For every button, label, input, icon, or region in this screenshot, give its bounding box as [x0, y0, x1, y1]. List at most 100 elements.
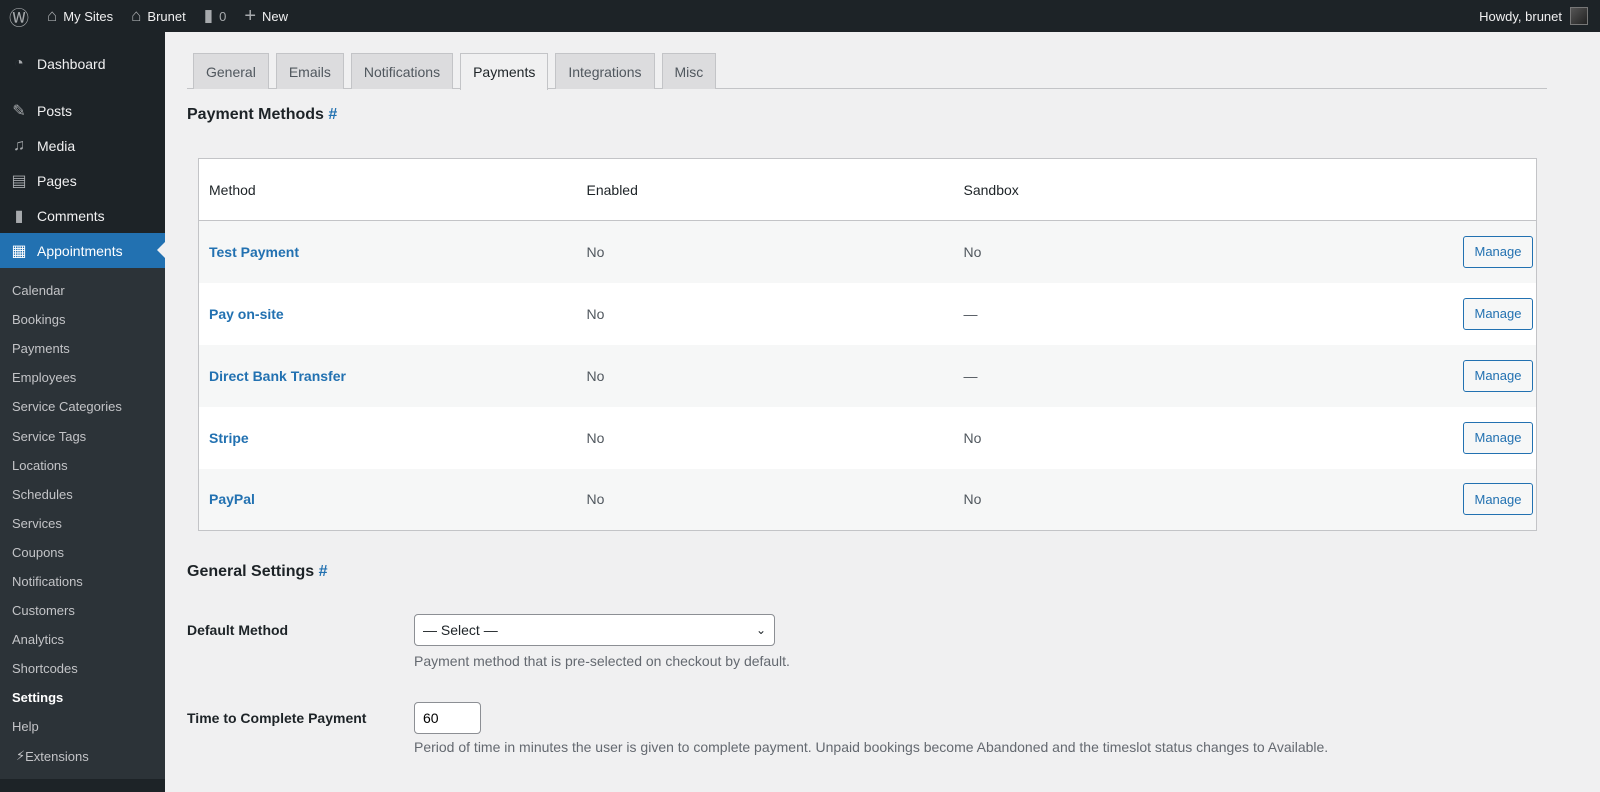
default-method-label: Default Method: [187, 622, 289, 638]
table-row: Direct Bank Transfer No — Manage: [198, 344, 1537, 407]
submenu-item-settings[interactable]: Settings: [0, 683, 165, 712]
submenu-item-locations[interactable]: Locations: [0, 451, 165, 480]
label: Analytics: [12, 632, 65, 648]
method-link[interactable]: Pay on-site: [209, 305, 284, 322]
actions-cell: Manage: [1330, 220, 1537, 283]
label: Locations: [12, 457, 68, 473]
submenu-item-notifications[interactable]: Notifications: [0, 567, 165, 596]
method-link[interactable]: Stripe: [209, 429, 249, 446]
sidebar-item-dashboard[interactable]: ◔ Dashboard: [0, 46, 165, 81]
comments-link[interactable]: ▮ 0: [195, 0, 236, 32]
my-sites-label: My Sites: [63, 8, 114, 24]
submenu-item-service-categories[interactable]: Service Categories: [0, 392, 165, 421]
sidebar-item-media[interactable]: ♫ Media: [0, 128, 165, 163]
manage-button[interactable]: Manage: [1462, 235, 1534, 268]
sidebar: ◔ Dashboard ✎ Posts ♫ Media ▤ Pages ▮ Comment…: [0, 32, 165, 792]
table-row: Stripe No No Manage: [199, 407, 1537, 469]
submenu-item-schedules[interactable]: Schedules: [0, 480, 165, 509]
wordpress-logo[interactable]: Ⓦ: [0, 0, 38, 32]
label: Posts: [37, 102, 73, 119]
column-header-sandbox: Sandbox: [953, 158, 1331, 221]
sidebar-item-comments[interactable]: ▮ Comments: [0, 198, 165, 233]
chevron-down-icon: ⌄: [755, 623, 766, 637]
submenu-item-payments[interactable]: Payments: [0, 334, 165, 363]
submenu-item-coupons[interactable]: Coupons: [0, 538, 165, 567]
actions-cell: Manage: [1331, 407, 1537, 469]
actions-cell: Manage: [1331, 283, 1537, 345]
sandbox-cell: —: [963, 305, 978, 322]
label: Employees: [12, 370, 77, 386]
submenu-item-services[interactable]: Services: [0, 509, 165, 538]
label: Services: [12, 515, 62, 531]
method-cell: Pay on-site: [199, 283, 577, 345]
tab-emails[interactable]: Emails: [275, 53, 344, 89]
sandbox-cell: No: [963, 429, 982, 446]
time-to-complete-input[interactable]: [414, 702, 481, 734]
home-icon: ⌂: [131, 6, 142, 25]
enabled-cell: No: [586, 305, 605, 322]
submenu-item-extensions[interactable]: ⚡ Extensions: [0, 742, 165, 771]
my-sites-link[interactable]: ⌂ My Sites: [38, 0, 122, 32]
user-menu[interactable]: Howdy, brunet: [1479, 7, 1600, 25]
tab-payments[interactable]: Payments: [460, 53, 549, 90]
default-method-description: Payment method that is pre-selected on c…: [414, 653, 790, 669]
anchor-link[interactable]: #: [328, 106, 338, 123]
label: Calendar: [12, 283, 65, 299]
method-link[interactable]: PayPal: [209, 491, 255, 508]
tab-misc[interactable]: Misc: [661, 53, 717, 89]
manage-button[interactable]: Manage: [1462, 359, 1534, 392]
submenu-item-customers[interactable]: Customers: [0, 596, 165, 625]
anchor-link[interactable]: #: [318, 563, 328, 580]
tab-divider: [187, 88, 1547, 89]
time-to-complete-description: Period of time in minutes the user is gi…: [414, 739, 1329, 755]
label: Service Categories: [12, 399, 122, 415]
new-link[interactable]: + New: [235, 0, 297, 32]
submenu-item-service-tags[interactable]: Service Tags: [0, 421, 165, 450]
select-value: — Select —: [423, 622, 498, 638]
new-label: New: [262, 8, 289, 24]
method-cell: PayPal: [198, 468, 577, 531]
appointments-submenu: Calendar Bookings Payments Employees Service…: [0, 268, 165, 779]
column-header-method: Method: [198, 158, 577, 221]
label: Schedules: [12, 486, 73, 502]
submenu-item-shortcodes[interactable]: Shortcodes: [0, 654, 165, 683]
default-method-select[interactable]: — Select — ⌄: [414, 614, 775, 646]
sidebar-item-pages[interactable]: ▤ Pages: [0, 163, 165, 198]
payment-methods-heading: Payment Methods #: [187, 106, 337, 124]
submenu-item-bookings[interactable]: Bookings: [0, 305, 165, 334]
table-row: PayPal No No Manage: [198, 468, 1537, 531]
sidebar-item-posts[interactable]: ✎ Posts: [0, 93, 165, 128]
label: Appointments: [37, 242, 123, 259]
tab-integrations[interactable]: Integrations: [555, 53, 655, 89]
sidebar-item-appointments[interactable]: ▦ Appointments: [0, 233, 165, 268]
method-link[interactable]: Direct Bank Transfer: [209, 367, 346, 384]
comments-count: 0: [219, 8, 227, 24]
table-row: Test Payment No No Manage: [198, 220, 1537, 283]
manage-button[interactable]: Manage: [1462, 297, 1534, 330]
site-label: Brunet: [147, 8, 186, 24]
site-link[interactable]: ⌂ Brunet: [122, 0, 195, 32]
calendar-icon: ▦: [11, 242, 27, 260]
method-link[interactable]: Test Payment: [209, 243, 299, 260]
column-header-actions: [1330, 158, 1537, 221]
howdy-label: Howdy, brunet: [1479, 8, 1562, 24]
method-cell: Stripe: [199, 407, 577, 469]
tab-general[interactable]: General: [193, 53, 269, 89]
submenu-item-employees[interactable]: Employees: [0, 363, 165, 392]
heading-text: Payment Methods: [187, 106, 324, 123]
manage-button[interactable]: Manage: [1462, 483, 1534, 516]
submenu-item-calendar[interactable]: Calendar: [0, 276, 165, 305]
comment-icon: ▮: [203, 6, 214, 25]
manage-button[interactable]: Manage: [1462, 421, 1534, 454]
submenu-item-help[interactable]: Help: [0, 712, 165, 741]
label: Shortcodes: [12, 661, 78, 677]
label: Coupons: [12, 544, 65, 560]
label: Customers: [12, 603, 75, 619]
label: Dashboard: [37, 55, 106, 72]
plugin-icon: ⚡: [16, 748, 26, 764]
tab-notifications[interactable]: Notifications: [350, 53, 454, 89]
sandbox-cell: No: [953, 220, 1331, 283]
time-to-complete-label: Time to Complete Payment: [187, 710, 367, 726]
label: Bookings: [12, 312, 66, 328]
submenu-item-analytics[interactable]: Analytics: [0, 625, 165, 654]
